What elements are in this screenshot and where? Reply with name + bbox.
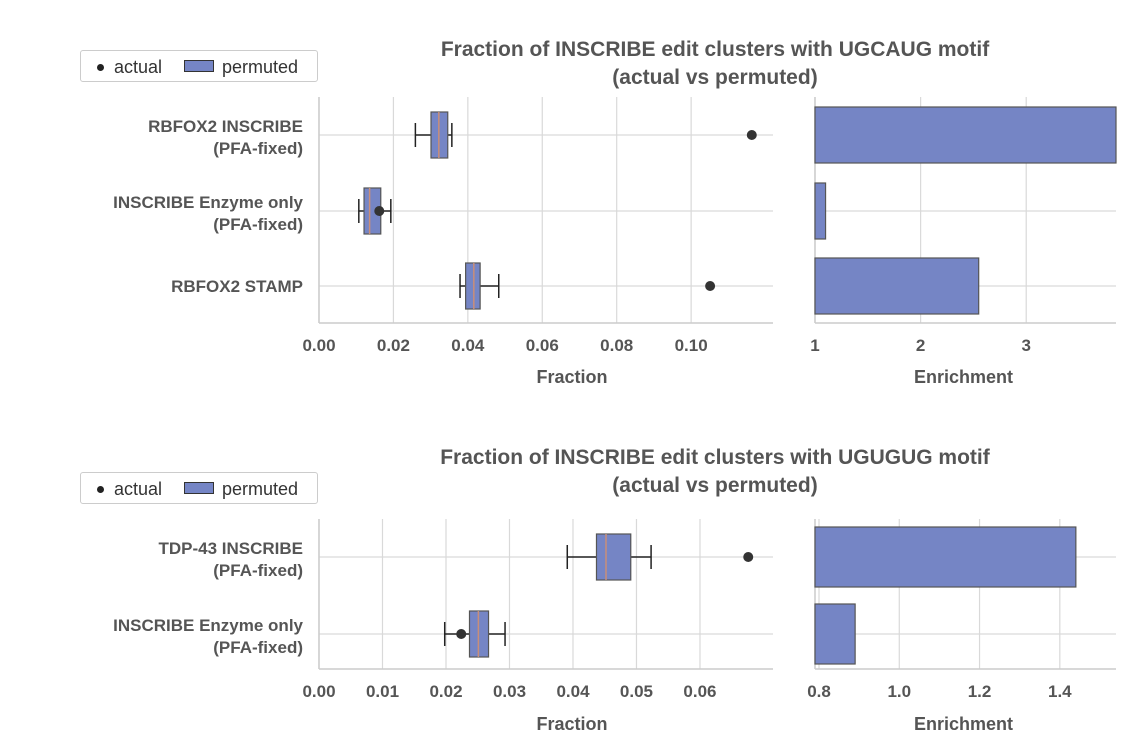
x-tick-label: 0.8	[807, 682, 831, 701]
x-tick-label: 0.00	[302, 336, 335, 355]
x-tick-label: 1	[810, 336, 819, 355]
x-tick-label: 1.0	[887, 682, 911, 701]
chart-title-top: Fraction of INSCRIBE edit clusters with …	[440, 38, 990, 89]
actual-marker-icon	[97, 486, 104, 493]
legend-label-actual: actual	[114, 57, 163, 77]
enrichment-bar	[814, 257, 980, 315]
actual-point	[374, 206, 385, 216]
legend-label-actual: actual	[114, 479, 163, 499]
actual-point	[456, 629, 467, 639]
chart-title-bottom: Fraction of INSCRIBE edit clusters with …	[440, 446, 990, 497]
permuted-box	[465, 262, 481, 310]
actual-point	[743, 552, 754, 562]
actual-point	[746, 130, 757, 140]
x-axis-label: Fraction	[536, 367, 607, 387]
actual-point	[705, 281, 716, 291]
x-tick-label: 0.01	[366, 682, 399, 701]
x-tick-label: 1.2	[968, 682, 992, 701]
x-axis-label: Fraction	[536, 714, 607, 734]
x-tick-label: 0.03	[493, 682, 526, 701]
category-label: RBFOX2 INSCRIBE	[148, 117, 303, 136]
x-tick-label: 0.02	[377, 336, 410, 355]
legend-label-permuted: permuted	[222, 479, 299, 499]
x-tick-label: 0.08	[600, 336, 633, 355]
actual-marker-icon	[97, 64, 104, 71]
category-label: INSCRIBE Enzyme only	[113, 616, 303, 635]
x-tick-label: 3	[1021, 336, 1030, 355]
x-tick-label: 0.04	[451, 336, 485, 355]
category-label: (PFA-fixed)	[213, 561, 303, 580]
x-tick-label: 0.06	[683, 682, 716, 701]
x-tick-label: 0.05	[620, 682, 653, 701]
category-label: (PFA-fixed)	[213, 638, 303, 657]
enrichment-bar	[814, 106, 1117, 164]
legend-label-permuted: permuted	[222, 57, 299, 77]
category-label: RBFOX2 STAMP	[171, 277, 303, 296]
enrichment-bar	[814, 603, 856, 665]
enrichment-bar	[814, 182, 827, 240]
x-tick-label: 2	[916, 336, 925, 355]
x-tick-label: 0.04	[556, 682, 590, 701]
legend-bottom: actual permuted	[80, 472, 318, 504]
x-tick-label: 0.02	[429, 682, 462, 701]
x-tick-label: 0.10	[675, 336, 708, 355]
x-tick-label: 1.4	[1048, 682, 1072, 701]
permuted-box	[595, 533, 632, 581]
x-tick-label: 0.00	[302, 682, 335, 701]
permuted-patch-icon	[184, 60, 214, 72]
x-axis-label: Enrichment	[914, 714, 1013, 734]
category-label: (PFA-fixed)	[213, 215, 303, 234]
category-label: INSCRIBE Enzyme only	[113, 193, 303, 212]
x-axis-label: Enrichment	[914, 367, 1013, 387]
x-tick-label: 0.06	[526, 336, 559, 355]
category-label: TDP-43 INSCRIBE	[158, 539, 303, 558]
legend-top: actual permuted	[80, 50, 318, 82]
enrichment-bar	[814, 526, 1077, 588]
category-label: (PFA-fixed)	[213, 139, 303, 158]
permuted-patch-icon	[184, 482, 214, 494]
